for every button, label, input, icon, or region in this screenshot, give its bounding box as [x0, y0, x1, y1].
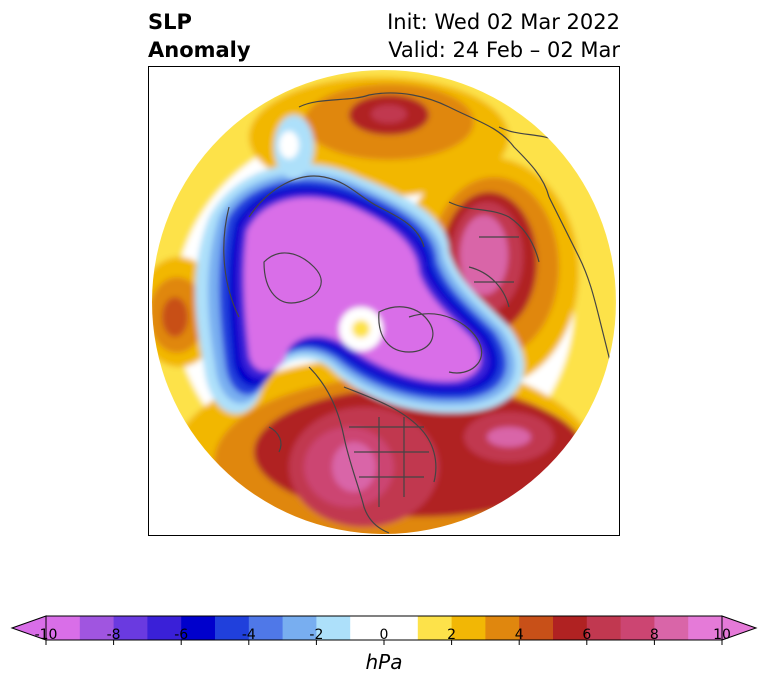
colorbar-bins — [46, 616, 723, 640]
colorbar-bin — [79, 616, 115, 640]
colorbar-tick-label: -8 — [106, 627, 121, 643]
colorbar-tick-label: 8 — [649, 627, 659, 643]
colorbar-bin — [417, 616, 453, 640]
colorbar-tick-label: -10 — [34, 627, 58, 643]
colorbar-bin — [485, 616, 520, 640]
colorbar-bin — [519, 616, 554, 640]
colorbar-tick-label: 6 — [582, 627, 592, 643]
colorbar-units: hPa — [365, 650, 403, 674]
anomaly-field-negative — [243, 197, 481, 382]
colorbar — [10, 615, 758, 645]
colorbar-bin — [113, 616, 148, 640]
colorbar-bin — [147, 616, 182, 640]
colorbar-bin — [384, 616, 419, 640]
colorbar-ticks — [45, 640, 723, 645]
colorbar-bin — [654, 616, 689, 640]
colorbar-bin — [248, 616, 284, 640]
colorbar-bin — [553, 616, 588, 640]
colorbar-bin — [215, 616, 250, 640]
colorbar-tick-label: 2 — [447, 627, 457, 643]
colorbar-bin — [620, 616, 655, 640]
colorbar-tick-label: 0 — [379, 627, 389, 643]
colorbar-tick-label: -4 — [241, 627, 256, 643]
colorbar-bin — [46, 616, 81, 640]
valid-range: Valid: 24 Feb – 02 Mar — [388, 38, 620, 62]
colorbar-bin — [282, 616, 317, 640]
colorbar-bin — [181, 616, 216, 640]
colorbar-tick-label: 10 — [713, 627, 731, 643]
colorbar-bin — [688, 616, 723, 640]
slp-anomaly-map — [148, 66, 620, 536]
colorbar-tick-label: 4 — [514, 627, 524, 643]
title-field: Anomaly — [148, 38, 251, 62]
init-date: Init: Wed 02 Mar 2022 — [387, 10, 620, 34]
colorbar-tick-label: -2 — [309, 627, 324, 643]
map-svg — [152, 70, 616, 534]
colorbar-bin — [316, 616, 351, 640]
title-variable: SLP — [148, 10, 192, 34]
map-title: SLP Anomaly — [148, 8, 251, 64]
colorbar-bin — [586, 616, 622, 640]
colorbar-bin — [350, 616, 385, 640]
map-dates: Init: Wed 02 Mar 2022 Valid: 24 Feb – 02… — [387, 8, 620, 64]
colorbar-tick-label: -6 — [174, 627, 189, 643]
colorbar-bin — [451, 616, 486, 640]
